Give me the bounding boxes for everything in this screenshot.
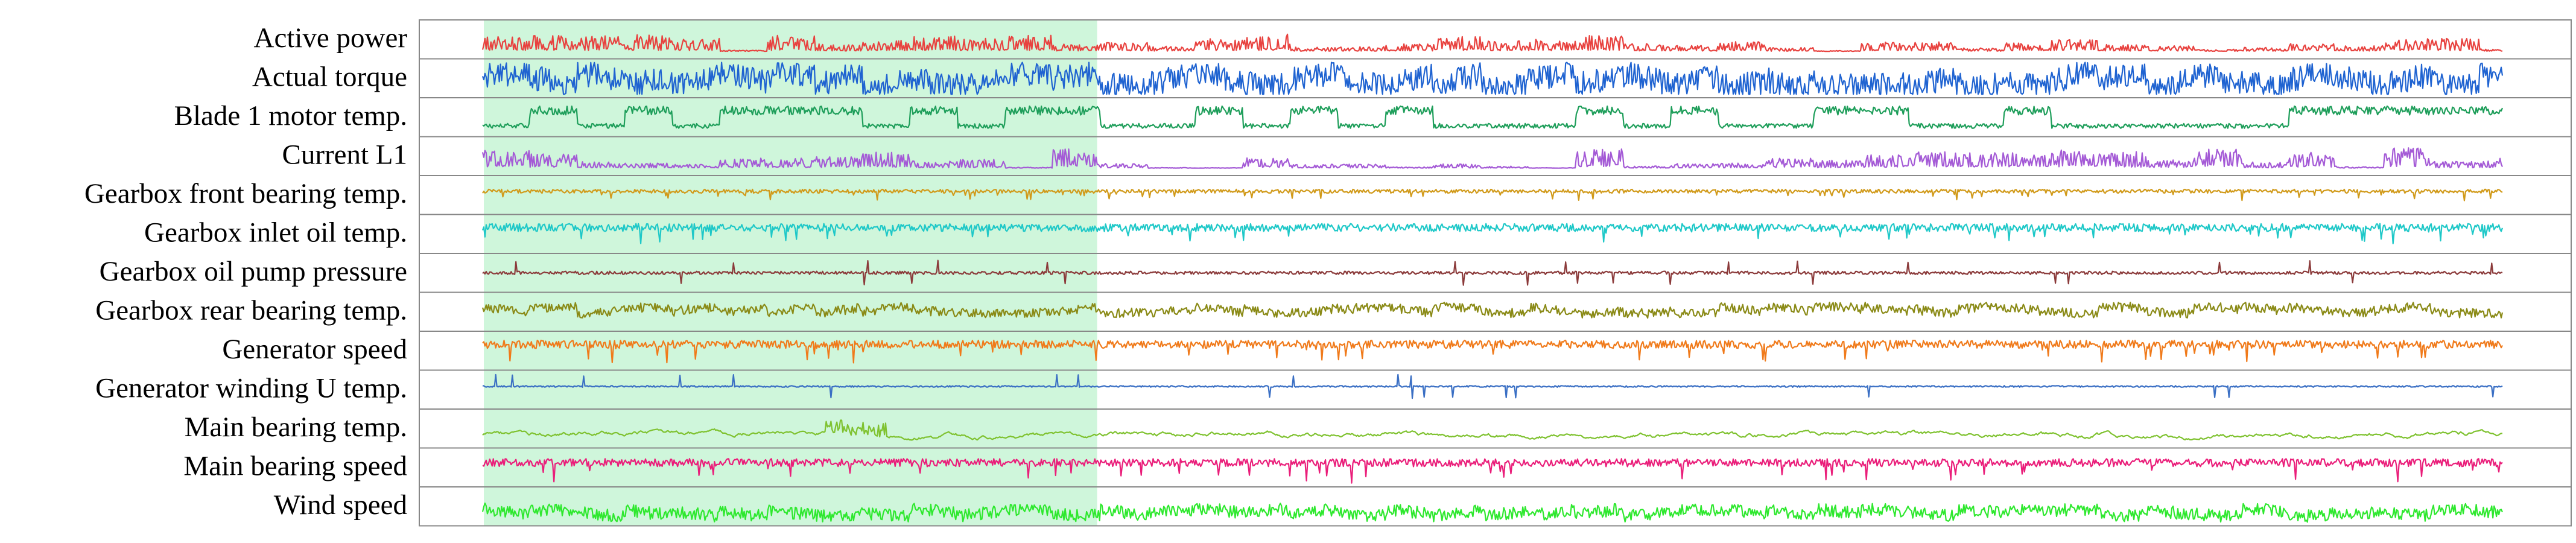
series-line-main-bearing-speed [482,458,2503,484]
series-label-gearbox-front-bearing-temp: Gearbox front bearing temp. [84,178,407,209]
series-label-gearbox-inlet-oil-temp: Gearbox inlet oil temp. [144,217,407,249]
series-label-gearbox-rear-bearing-temp: Gearbox rear bearing temp. [95,295,407,326]
series-line-gearbox-rear-bearing-temp [481,302,2504,319]
series-line-gearbox-front-bearing-temp [482,188,2503,202]
series-line-main-bearing-temp [482,419,2503,441]
series-panel-wind-speed [419,486,2572,527]
series-label-wind-speed: Wind speed [274,489,407,521]
series-line-current-l1 [481,147,2504,169]
series-line-gearbox-oil-pump-pressure [482,259,2503,286]
series-line-actual-torque [481,62,2504,95]
series-label-main-bearing-temp: Main bearing temp. [185,411,407,443]
series-label-actual-torque: Actual torque [252,62,407,93]
series-line-wind-speed [481,502,2503,523]
series-label-gearbox-oil-pump-pressure: Gearbox oil pump pressure [100,256,407,287]
series-line-active-power [481,33,2503,52]
series-line-gearbox-inlet-oil-temp [481,223,2504,244]
series-label-generator-speed: Generator speed [222,334,407,365]
series-label-blade-1-motor-temp: Blade 1 motor temp. [174,100,407,132]
series-line-generator-winding-u-temp [482,373,2503,399]
series-label-main-bearing-speed: Main bearing speed [183,451,407,482]
series-label-current-l1: Current L1 [282,139,407,171]
series-line-blade-1-motor-temp [482,105,2504,129]
series-label-generator-winding-u-temp: Generator winding U temp. [95,373,407,404]
series-panels [419,19,2572,527]
series-lines [481,33,2504,523]
series-labels: Active power Actual torque Blade 1 motor t… [84,22,407,521]
series-line-generator-speed [482,340,2503,364]
series-label-active-power: Active power [254,22,408,54]
